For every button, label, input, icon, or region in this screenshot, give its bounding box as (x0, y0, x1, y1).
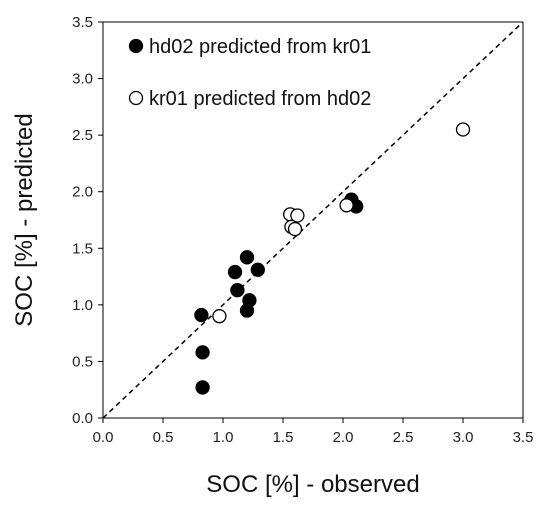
y-tick-label: 3.5 (72, 14, 93, 31)
y-tick-label: 3.0 (72, 71, 93, 88)
x-tick-label: 2.0 (333, 429, 354, 446)
filled-data-point (242, 293, 257, 308)
x-tick-label: 2.5 (393, 429, 414, 446)
filled-data-point (195, 380, 210, 395)
open-data-point (290, 208, 305, 223)
open-data-point (339, 198, 354, 213)
legend-open-circle-icon (128, 90, 144, 106)
legend-filled-circle-icon (128, 38, 144, 54)
data-points (194, 122, 471, 395)
y-tick-label: 1.0 (72, 297, 93, 314)
y-axis-title: SOC [%] - predicted (11, 113, 38, 326)
x-tick-label: 3.0 (453, 429, 474, 446)
plot-frame (102, 21, 524, 419)
filled-data-point (239, 250, 255, 265)
open-data-point (455, 122, 471, 137)
open-data-point (287, 221, 303, 237)
filled-data-point (194, 307, 209, 323)
open-data-point (212, 309, 227, 324)
legend-entry-label: hd02 predicted from kr01 (149, 36, 371, 58)
y-tick-label: 2.0 (72, 184, 93, 201)
x-axis-ticks: 0.0 0.5 1.0 1.5 2.0 2.5 3.0 3.5 (93, 418, 534, 446)
x-tick-label: 0.5 (153, 429, 174, 446)
x-tick-label: 1.0 (213, 429, 234, 446)
x-tick-label: 3.5 (513, 429, 534, 446)
legend-entry-label: kr01 predicted from hd02 (149, 88, 371, 110)
y-tick-label: 0.0 (72, 410, 93, 427)
legend: hd02 predicted from kr01 kr01 predicted f… (128, 36, 371, 110)
filled-data-point (230, 282, 245, 298)
filled-data-point (227, 264, 243, 280)
one-to-one-reference-line (102, 21, 524, 419)
y-axis-ticks: 0.0 0.5 1.0 1.5 2.0 2.5 3.0 3.5 (72, 14, 103, 427)
filled-data-point (250, 262, 265, 277)
y-tick-label: 2.5 (72, 127, 93, 144)
x-axis-title: SOC [%] - observed (206, 471, 419, 498)
x-tick-label: 1.5 (273, 429, 294, 446)
y-tick-label: 1.5 (72, 240, 93, 257)
y-tick-label: 0.5 (72, 353, 93, 370)
filled-data-point (195, 345, 210, 360)
x-tick-label: 0.0 (93, 429, 114, 446)
